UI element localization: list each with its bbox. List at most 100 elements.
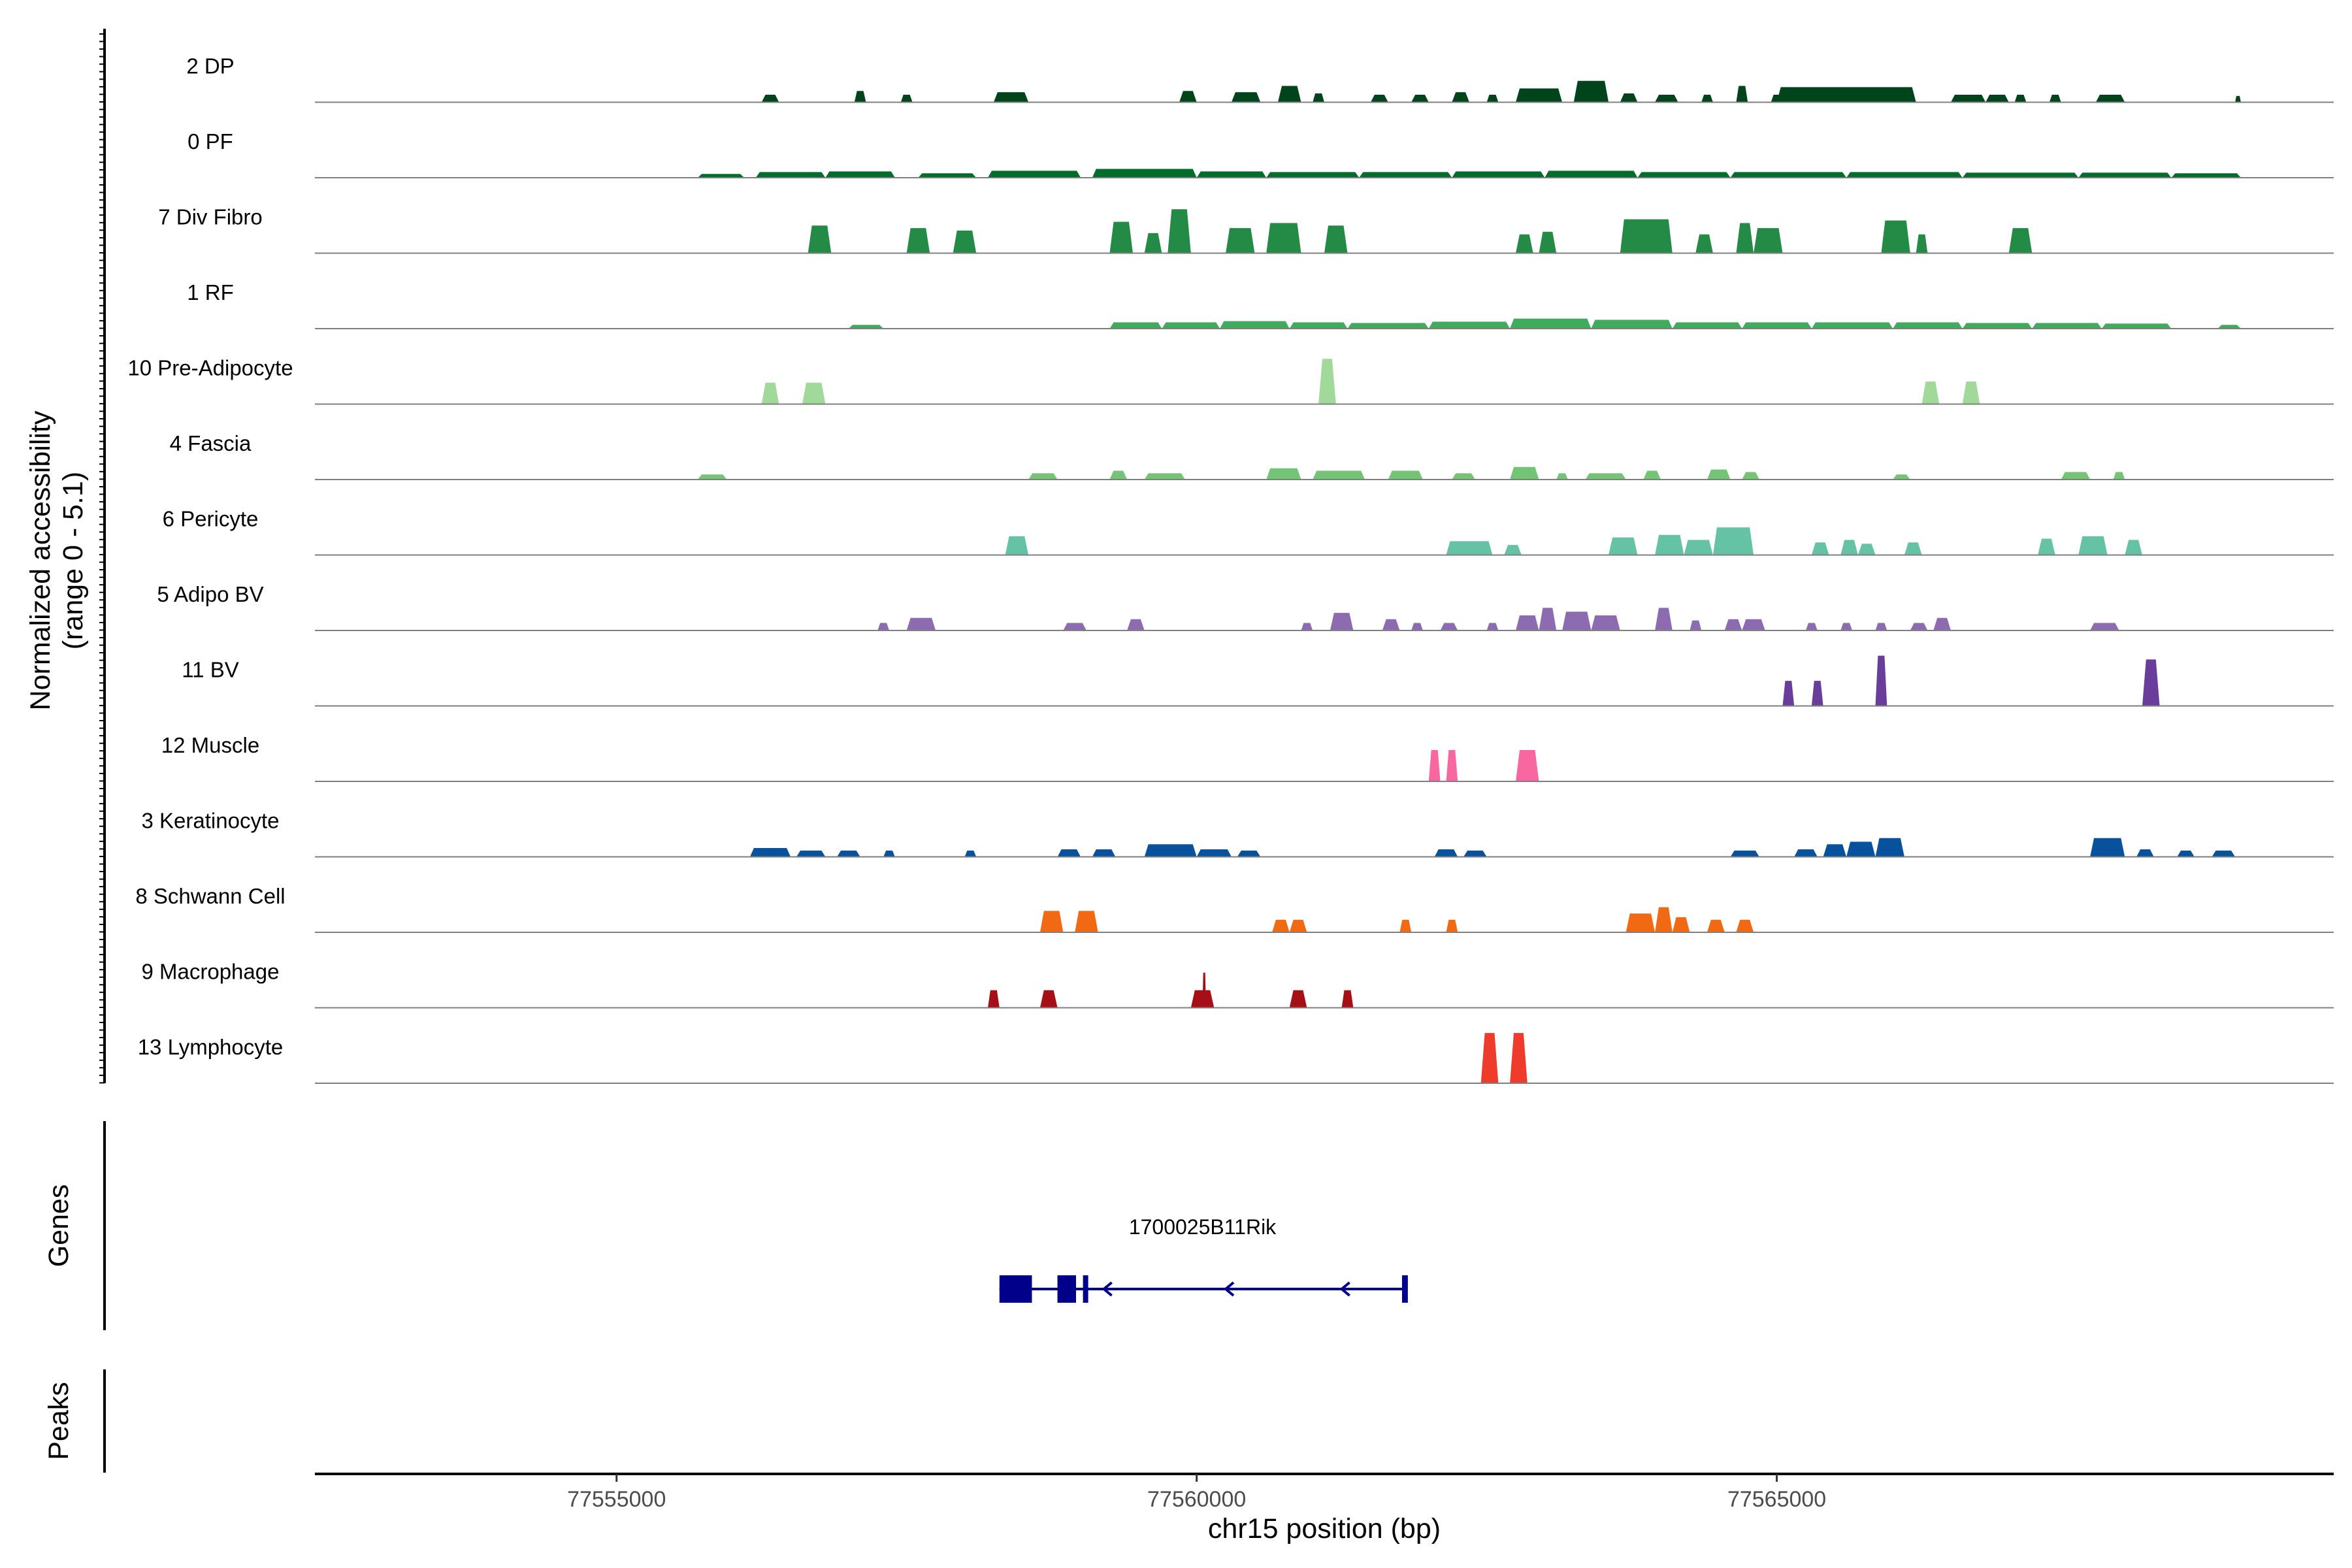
coverage-peak (1039, 990, 1058, 1008)
tracks-layer: 2 DP 0 PF 7 Div Fibro 1 RF 10 Pre-Adipocyte 4… (127, 54, 2334, 1084)
coverage-peak (1486, 623, 1499, 630)
peaks-panel: Peaks (43, 1369, 106, 1473)
coverage-peak (1620, 219, 1673, 253)
coverage-peak (1226, 228, 1255, 253)
coverage-peak (1324, 225, 1348, 253)
genes-title: Genes (43, 1184, 74, 1267)
coverage-peak (1463, 850, 1487, 857)
track-label: 3 Keratinocyte (142, 809, 280, 833)
coverage-peak (1712, 527, 1754, 555)
track-label: 8 Schwann Cell (135, 884, 285, 908)
coverage-peak (1510, 318, 1592, 329)
coverage-peak (1278, 86, 1301, 103)
y-axis-title-line1: Normalized accessibility (25, 410, 56, 710)
track-10: 3 Keratinocyte (142, 809, 2334, 858)
coverage-peak (1736, 223, 1754, 253)
track-label: 6 Pericyte (163, 507, 259, 531)
gene-model (999, 1275, 1408, 1303)
track-1: 0 PF (188, 129, 2334, 178)
coverage-peak (918, 173, 977, 178)
coverage-peak (1840, 540, 1858, 555)
coverage-peak (1144, 844, 1197, 857)
x-tick-label: 77565000 (1727, 1487, 1826, 1512)
coverage-peak (1730, 172, 1847, 178)
track-label: 12 Muscle (161, 733, 259, 757)
track-7: 5 Adipo BV (157, 582, 2334, 631)
coverage-peak (1388, 470, 1423, 480)
coverage-peak (848, 325, 884, 329)
track-4: 10 Pre-Adipocyte (127, 356, 2334, 405)
coverage-peak (1220, 321, 1290, 329)
coverage-peak (1672, 322, 1742, 329)
coverage-peak (1655, 907, 1673, 932)
track-label: 5 Adipo BV (157, 582, 263, 606)
coverage-peak (1371, 95, 1388, 103)
track-label: 2 DP (186, 54, 234, 78)
coverage-peak (1754, 228, 1783, 253)
coverage-peak (1162, 322, 1220, 329)
coverage-peak (1289, 322, 1348, 329)
genes-panel: Genes 1700025B11Rik (43, 1121, 1408, 1330)
coverage-peak (1341, 990, 1354, 1008)
coverage-peak (1921, 381, 1940, 404)
coverage-peak (1446, 750, 1458, 781)
coverage-peak (1742, 619, 1765, 630)
coverage-peak (1480, 1033, 1499, 1083)
track-12: 9 Macrophage (142, 960, 2334, 1009)
coverage-peak (1933, 617, 1951, 630)
coverage-peak (761, 95, 779, 103)
coverage-peak (1411, 623, 1423, 630)
coverage-peak (1109, 470, 1128, 480)
coverage-peak (1893, 322, 1963, 329)
coverage-peak (1289, 919, 1307, 932)
x-tick-label: 77560000 (1147, 1487, 1246, 1512)
coverage-peak (906, 617, 936, 630)
coverage-peak (1811, 681, 1823, 706)
coverage-peak (1962, 381, 1980, 404)
coverage-peak (1730, 850, 1759, 857)
coverage-peak (883, 850, 895, 857)
coverage-peak (1196, 849, 1232, 857)
coverage-peak (1672, 917, 1690, 932)
coverage-peak (1516, 615, 1539, 630)
coverage-peak (1109, 322, 1162, 329)
coverage-peak (2125, 540, 2142, 555)
coverage-peak (1440, 623, 1458, 630)
coverage-peak (802, 382, 826, 404)
coverage-peak (1962, 323, 2033, 329)
coverage-peak (1179, 91, 1197, 103)
coverage-peak (1313, 470, 1365, 480)
coverage-peak (1794, 849, 1818, 857)
x-tick-label: 77555000 (567, 1487, 666, 1512)
coverage-peak (1516, 234, 1533, 253)
coverage-peak (1516, 750, 1539, 781)
coverage-peak (2032, 323, 2102, 329)
coverage-peak (1782, 681, 1795, 706)
coverage-peak (1724, 619, 1742, 630)
coverage-peak (1144, 473, 1185, 480)
track-3: 1 RF (187, 280, 2334, 329)
coverage-peak (1985, 95, 2009, 103)
coverage-peak (988, 990, 1000, 1008)
coverage-peak (993, 92, 1029, 103)
coverage-peak (1313, 93, 1324, 103)
coverage-peak (964, 850, 977, 857)
coverage-peak (2014, 95, 2027, 103)
coverage-peak (1695, 234, 1713, 253)
coverage-peak (1127, 619, 1145, 630)
coverage-peak (988, 171, 1081, 178)
coverage-peak (1434, 849, 1458, 857)
gene-exon (1083, 1275, 1088, 1303)
coverage-peak (1707, 469, 1731, 480)
coverage-peak (1846, 172, 1963, 178)
x-axis-title: chr15 position (bp) (1208, 1513, 1441, 1544)
coverage-peak (2113, 472, 2125, 480)
coverage-peak (1446, 541, 1493, 555)
coverage-peak (2078, 172, 2172, 178)
coverage-peak (1701, 95, 1713, 103)
coverage-peak (1063, 623, 1086, 630)
coverage-peak (2212, 850, 2236, 857)
coverage-peak (1144, 233, 1162, 253)
track-13: 13 Lymphocyte (138, 1033, 2334, 1084)
